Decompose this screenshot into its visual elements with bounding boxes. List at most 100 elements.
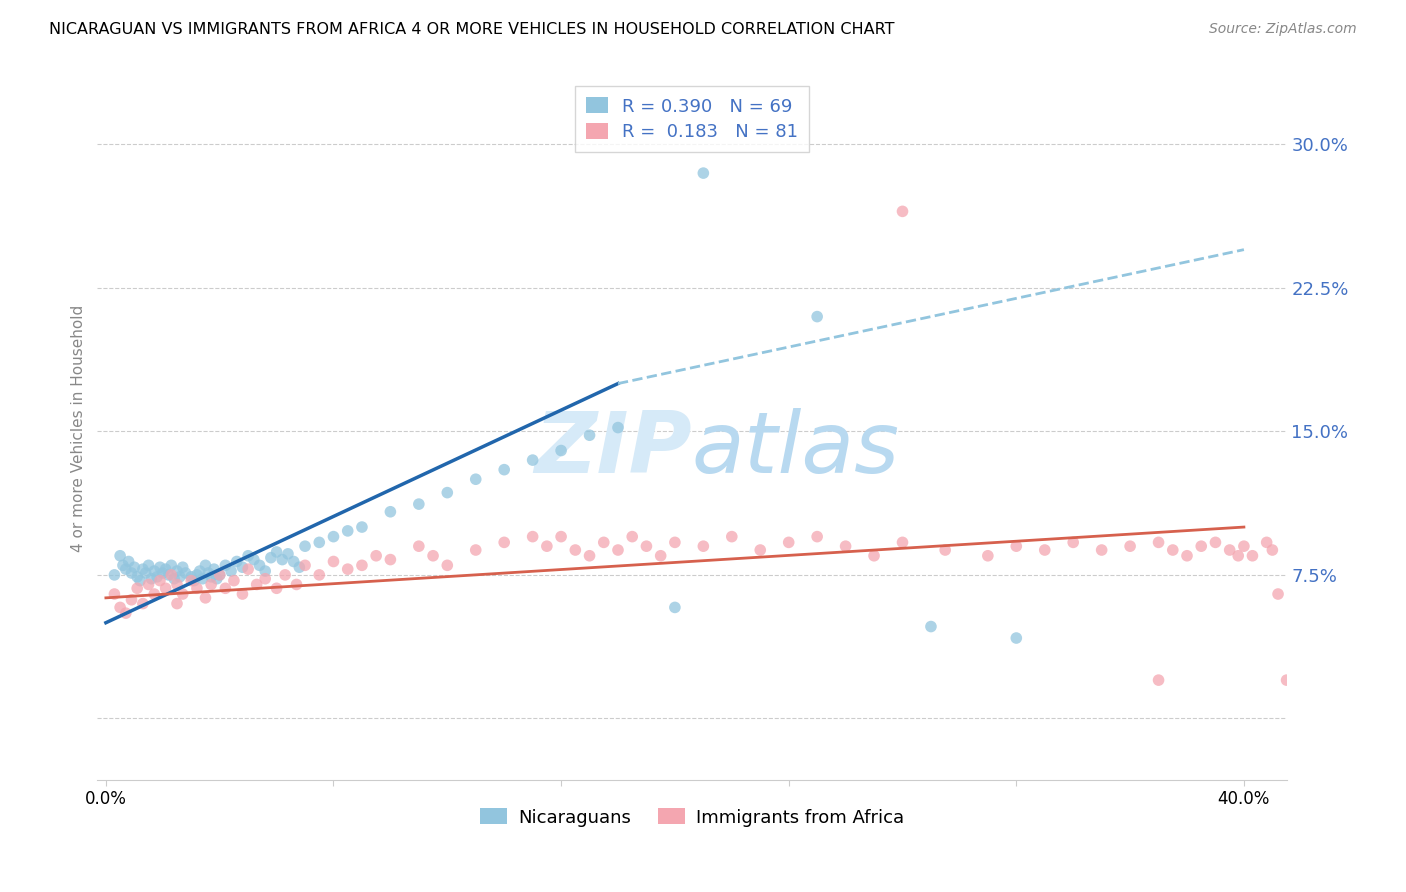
Point xyxy=(1227,549,1250,563)
Point xyxy=(1233,539,1256,553)
Point xyxy=(183,574,205,588)
Point xyxy=(274,567,297,582)
Point xyxy=(436,558,458,573)
Point xyxy=(266,582,288,596)
Point xyxy=(607,543,630,558)
Point xyxy=(149,574,172,588)
Point xyxy=(166,577,188,591)
Point xyxy=(607,420,630,434)
Point xyxy=(294,558,316,573)
Point xyxy=(692,539,714,553)
Point xyxy=(143,564,166,578)
Point xyxy=(200,570,222,584)
Point xyxy=(271,552,294,566)
Point xyxy=(180,574,202,588)
Point xyxy=(166,564,188,578)
Point xyxy=(155,582,177,596)
Point xyxy=(160,567,183,582)
Point xyxy=(522,530,544,544)
Point xyxy=(778,535,800,549)
Point xyxy=(834,539,856,553)
Point xyxy=(636,539,658,553)
Point xyxy=(322,530,344,544)
Point xyxy=(200,577,222,591)
Point xyxy=(720,530,742,544)
Point xyxy=(977,549,1000,563)
Point xyxy=(806,530,828,544)
Point xyxy=(108,600,131,615)
Point xyxy=(1275,673,1298,687)
Point xyxy=(225,554,247,568)
Point xyxy=(578,428,600,442)
Point xyxy=(464,472,486,486)
Point xyxy=(863,549,886,563)
Point xyxy=(186,582,208,596)
Point xyxy=(138,558,160,573)
Point xyxy=(920,619,942,633)
Point xyxy=(157,567,180,582)
Point xyxy=(664,600,686,615)
Point xyxy=(288,560,311,574)
Point xyxy=(1219,543,1241,558)
Point xyxy=(1147,673,1170,687)
Point xyxy=(749,543,772,558)
Point xyxy=(1161,543,1184,558)
Point xyxy=(578,549,600,563)
Point xyxy=(664,535,686,549)
Point xyxy=(208,567,231,582)
Point xyxy=(350,520,373,534)
Point xyxy=(621,530,644,544)
Point xyxy=(127,570,149,584)
Point xyxy=(246,577,269,591)
Point xyxy=(188,564,211,578)
Point xyxy=(114,562,136,576)
Point xyxy=(236,549,259,563)
Point xyxy=(146,570,169,584)
Point xyxy=(108,549,131,563)
Point xyxy=(1147,535,1170,549)
Point xyxy=(214,558,236,573)
Point xyxy=(464,543,486,558)
Legend: Nicaraguans, Immigrants from Africa: Nicaraguans, Immigrants from Africa xyxy=(472,801,911,834)
Text: Source: ZipAtlas.com: Source: ZipAtlas.com xyxy=(1209,22,1357,37)
Point xyxy=(254,564,277,578)
Point xyxy=(163,572,186,586)
Point xyxy=(222,574,245,588)
Point xyxy=(155,562,177,576)
Point xyxy=(121,566,143,580)
Text: ZIP: ZIP xyxy=(534,409,692,491)
Point xyxy=(522,453,544,467)
Point xyxy=(114,606,136,620)
Point xyxy=(103,567,125,582)
Point xyxy=(1005,631,1028,645)
Point xyxy=(103,587,125,601)
Point xyxy=(127,582,149,596)
Point xyxy=(550,443,572,458)
Point xyxy=(166,597,188,611)
Point xyxy=(806,310,828,324)
Point xyxy=(277,547,299,561)
Point xyxy=(172,587,194,601)
Point xyxy=(202,562,225,576)
Point xyxy=(254,572,277,586)
Point xyxy=(231,587,253,601)
Point xyxy=(294,539,316,553)
Point xyxy=(231,560,253,574)
Point xyxy=(194,591,217,605)
Point xyxy=(135,566,157,580)
Point xyxy=(366,549,388,563)
Point xyxy=(1033,543,1056,558)
Point xyxy=(1091,543,1114,558)
Point xyxy=(138,577,160,591)
Point xyxy=(1005,539,1028,553)
Point xyxy=(124,560,146,574)
Point xyxy=(186,567,208,582)
Point xyxy=(891,204,914,219)
Point xyxy=(249,558,271,573)
Point xyxy=(650,549,672,563)
Point xyxy=(149,560,172,574)
Point xyxy=(422,549,444,563)
Point xyxy=(191,572,214,586)
Point xyxy=(436,485,458,500)
Point xyxy=(1256,535,1278,549)
